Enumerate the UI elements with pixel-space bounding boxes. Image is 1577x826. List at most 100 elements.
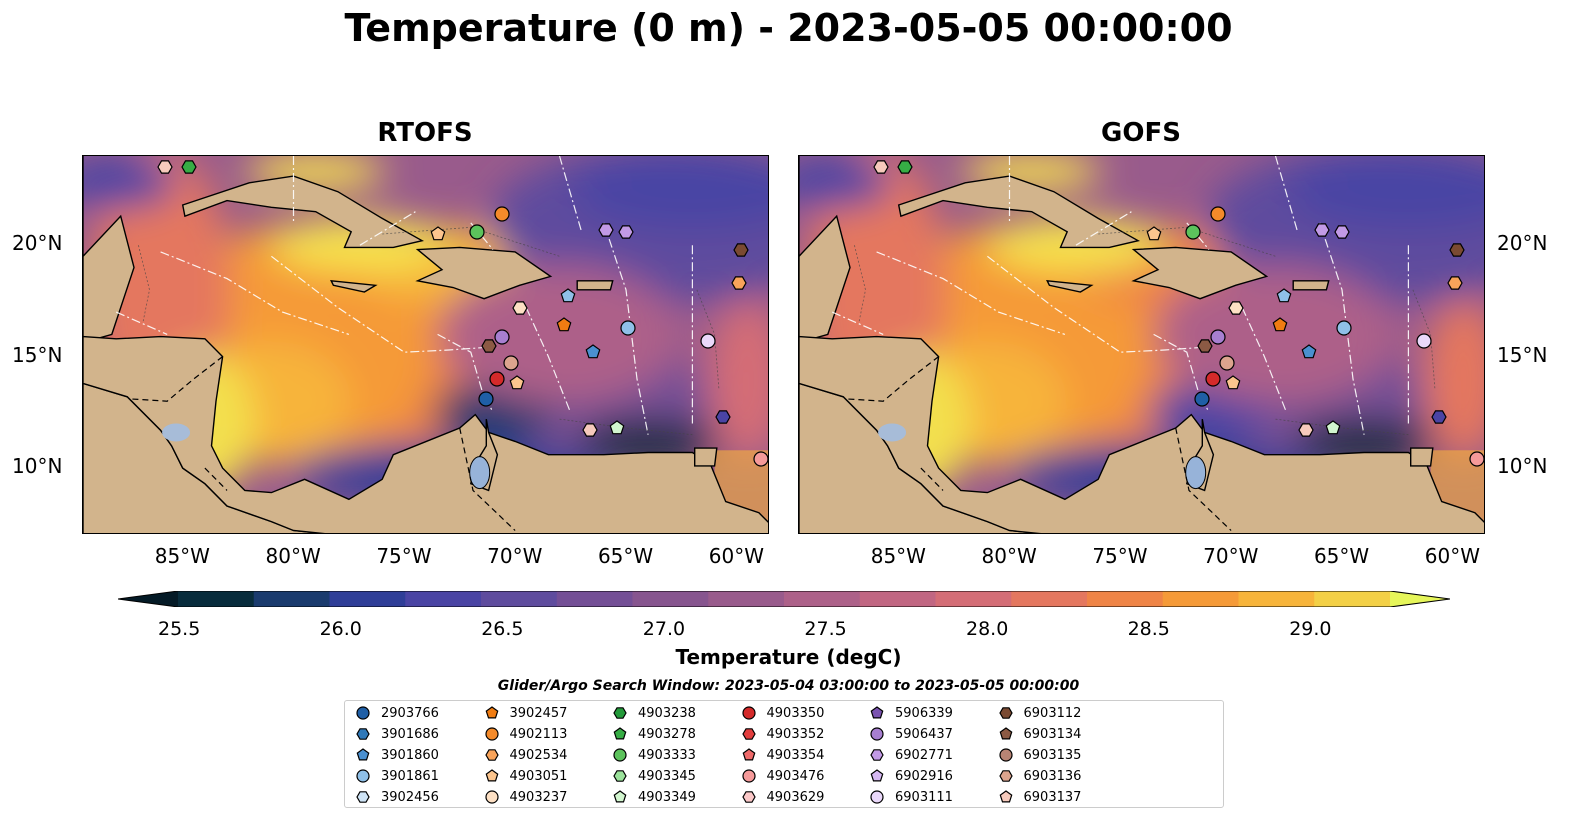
hexagon-marker-icon <box>484 749 499 761</box>
legend-entry: 5906437 <box>869 724 953 744</box>
lon-tick-label: 65°W <box>1313 544 1370 568</box>
legend-entry: 6903135 <box>998 745 1081 765</box>
colorbar-tick-label: 25.5 <box>158 618 201 640</box>
float-marker <box>584 343 602 361</box>
float-marker <box>1204 370 1222 388</box>
float-marker <box>617 223 635 241</box>
colorbar-tick-label: 26.0 <box>319 618 362 640</box>
legend-entry-label: 5906437 <box>895 726 953 742</box>
figure-title: Temperature (0 m) - 2023-05-05 00:00:00 <box>344 6 1233 50</box>
legend-entry-label: 6903134 <box>1023 726 1082 742</box>
legend-entry-label: 3901861 <box>381 768 439 784</box>
legend-entry-label: 4902534 <box>509 747 568 763</box>
pentagon-marker-icon <box>485 769 498 782</box>
float-marker <box>1468 450 1484 468</box>
float-marker <box>608 419 626 437</box>
circle-marker-icon <box>484 790 499 804</box>
lon-tick-label: 75°W <box>1092 544 1148 568</box>
float-marker <box>1333 223 1351 241</box>
legend-entry-label: 3901860 <box>381 747 439 763</box>
circle-marker-icon <box>356 769 370 783</box>
legend-entry-label: 3902456 <box>381 789 439 805</box>
rtofs-map <box>82 155 769 534</box>
legend-entry: 6903136 <box>998 766 1082 786</box>
circle-marker-icon <box>613 748 627 762</box>
legend-entry-label: 6902916 <box>895 768 953 784</box>
hexagon-marker-icon <box>870 749 884 761</box>
float-marker <box>1446 274 1464 292</box>
circle-marker-icon <box>870 727 884 741</box>
legend-entry-label: 4903333 <box>638 747 696 763</box>
legend-entry: 4903354 <box>741 745 824 765</box>
pentagon-marker-icon <box>613 790 627 803</box>
pentagon-marker-icon <box>613 727 627 740</box>
legend-entry: 4903278 <box>612 724 696 744</box>
colorbar-label: Temperature (degC) <box>675 645 902 669</box>
legend-entry-label: 4903476 <box>766 768 825 784</box>
circle-marker-icon <box>870 790 884 804</box>
float-marker <box>480 337 498 355</box>
float-marker <box>488 370 506 388</box>
legend-entry-label: 4903051 <box>509 768 568 784</box>
legend-entry: 6903137 <box>998 787 1081 807</box>
legend-entry: 4903237 <box>484 787 567 807</box>
legend-entry: 4902113 <box>484 724 568 744</box>
legend-entry: 6902916 <box>869 766 953 786</box>
legend-entry: 4903476 <box>741 766 825 786</box>
gofs-map <box>798 155 1485 534</box>
float-marker <box>1218 354 1236 372</box>
legend-entry: 6903111 <box>869 787 953 807</box>
lon-tick-label: 80°W <box>981 544 1037 568</box>
float-marker <box>732 241 750 259</box>
legend-entry: 4903352 <box>741 724 824 744</box>
colorbar-tick-label: 28.5 <box>1127 618 1170 640</box>
legend-entry: 4903051 <box>484 766 568 786</box>
lon-tick-label: 85°W <box>154 544 210 568</box>
legend-entry: 4903349 <box>612 787 696 807</box>
legend-entry-label: 2903766 <box>381 705 439 721</box>
float-marker <box>1297 421 1315 439</box>
float-legend: 2903766 3901686 3901860 3901861 3902456 39024… <box>344 700 1224 808</box>
circle-marker-icon <box>741 769 756 783</box>
lon-tick-label: 85°W <box>870 544 926 568</box>
legend-entry: 3902456 <box>355 787 439 807</box>
legend-entry: 4902534 <box>484 745 568 765</box>
float-marker <box>511 299 529 317</box>
legend-entry: 6902771 <box>869 745 953 765</box>
legend-entry-label: 6903136 <box>1023 768 1082 784</box>
lat-tick-label: 10°N <box>12 454 63 479</box>
circle-marker-icon <box>484 727 499 741</box>
colorbar-tick-label: 27.5 <box>804 618 847 640</box>
float-marker <box>156 158 174 176</box>
legend-entry: 6903112 <box>998 703 1081 723</box>
float-marker <box>1224 374 1242 392</box>
hexagon-marker-icon <box>741 791 756 803</box>
pentagon-marker-icon <box>485 706 498 719</box>
legend-entry-label: 4902113 <box>509 726 568 742</box>
float-marker <box>1196 337 1214 355</box>
search-window-text: Glider/Argo Search Window: 2023-05-04 03… <box>497 678 1080 694</box>
legend-entry: 4903629 <box>741 787 824 807</box>
legend-entry: 6903134 <box>998 724 1082 744</box>
float-marker <box>508 374 526 392</box>
lat-tick-label: 15°N <box>12 342 63 367</box>
float-marker <box>1145 225 1163 243</box>
float-marker <box>1271 316 1289 334</box>
float-marker <box>714 408 732 426</box>
pentagon-marker-icon <box>742 748 755 761</box>
legend-entry-label: 4903350 <box>766 705 825 721</box>
legend-entry: 3902457 <box>484 703 567 723</box>
float-marker <box>597 221 615 239</box>
legend-entry-label: 6902771 <box>895 747 953 763</box>
legend-entry: 3901860 <box>355 745 439 765</box>
lat-tick-label: 20°N <box>12 231 63 256</box>
colorbar-tick-label: 26.5 <box>481 618 524 640</box>
hexagon-marker-icon <box>998 707 1013 719</box>
legend-entry-label: 6903111 <box>895 789 953 805</box>
float-marker <box>699 332 717 350</box>
float-marker <box>502 354 520 372</box>
legend-entry-label: 4903278 <box>638 726 696 742</box>
float-marker <box>1275 287 1293 305</box>
pentagon-marker-icon <box>999 727 1012 740</box>
legend-entry: 5906339 <box>869 703 953 723</box>
